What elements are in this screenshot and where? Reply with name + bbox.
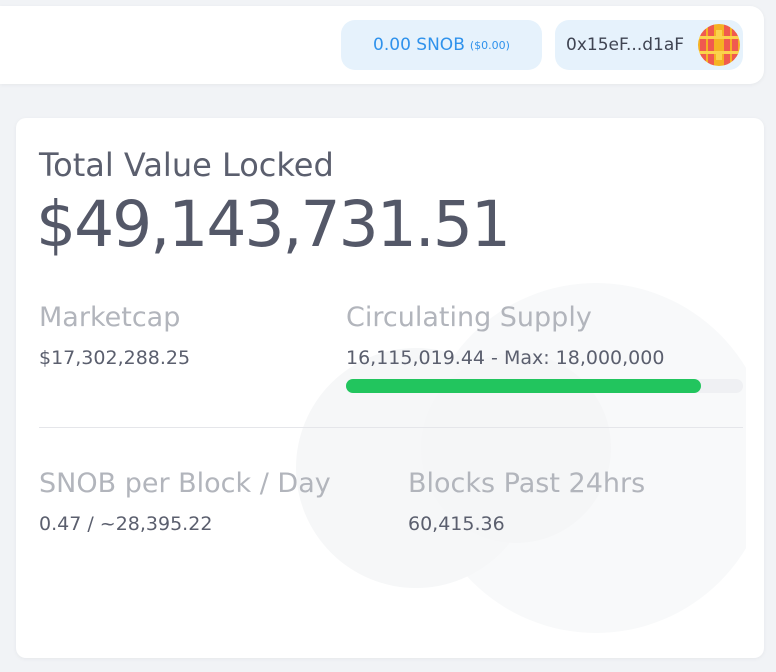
- marketcap-label: Marketcap: [39, 302, 181, 333]
- wallet-account-button[interactable]: 0x15eF...d1aF: [555, 20, 743, 70]
- wallet-address: 0x15eF...d1aF: [566, 35, 685, 55]
- stats-card: Total Value Locked $49,143,731.51 Market…: [16, 118, 764, 658]
- blocks-24h-label: Blocks Past 24hrs: [408, 468, 646, 499]
- tvl-value: $49,143,731.51: [36, 188, 511, 261]
- snob-per-block-value: 0.47 / ~28,395.22: [39, 513, 213, 535]
- tvl-label: Total Value Locked: [39, 146, 334, 184]
- blocks-24h-value: 60,415.36: [408, 513, 505, 535]
- circulating-supply-progress-bar: [346, 379, 743, 393]
- top-bar: 0.00 SNOB ($0.00) 0x15eF...d1aF: [0, 6, 764, 84]
- snob-balance-button[interactable]: 0.00 SNOB ($0.00): [341, 20, 542, 70]
- circulating-supply-label: Circulating Supply: [346, 302, 592, 333]
- circulating-supply-progress-fill: [346, 379, 702, 393]
- snob-balance-amount: 0.00 SNOB: [373, 35, 465, 55]
- snob-per-block-label: SNOB per Block / Day: [39, 468, 331, 499]
- divider: [39, 427, 743, 428]
- circulating-supply-value: 16,115,019.44 - Max: 18,000,000: [346, 347, 665, 369]
- identicon-avatar-icon: [698, 24, 740, 66]
- marketcap-value: $17,302,288.25: [39, 347, 191, 369]
- snob-balance-usd: ($0.00): [469, 38, 510, 52]
